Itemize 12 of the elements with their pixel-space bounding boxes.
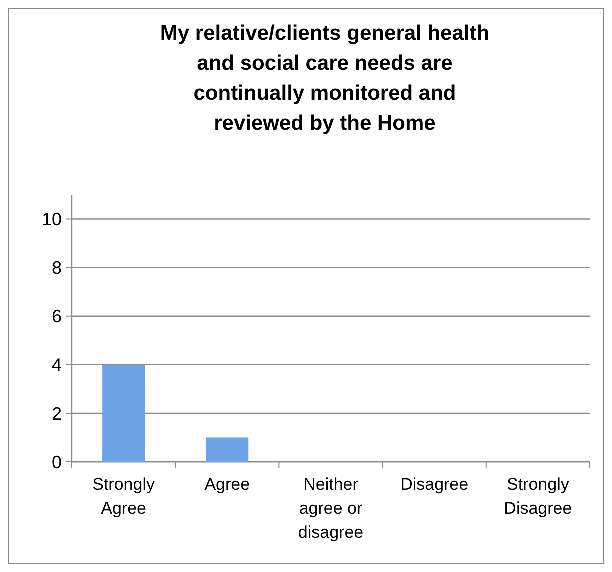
x-tick-label: Agree <box>204 475 250 494</box>
y-tick-label: 10 <box>42 210 62 230</box>
y-tick-label: 6 <box>52 306 62 327</box>
x-tick-label: Disagree <box>400 475 469 494</box>
x-tick-label: Strongly Disagree <box>504 475 572 518</box>
y-tick-label: 4 <box>52 355 62 376</box>
y-tick-label: 2 <box>52 404 62 424</box>
y-tick-label: 0 <box>52 452 62 472</box>
chart-title: My relative/clients general health and social care needs are continually monitored and reviewed by the Home <box>160 22 490 135</box>
x-tick-label: Neither agree or disagree <box>298 475 364 542</box>
y-tick-label: 8 <box>52 258 62 278</box>
x-tick-label: Strongly Agree <box>92 475 156 518</box>
